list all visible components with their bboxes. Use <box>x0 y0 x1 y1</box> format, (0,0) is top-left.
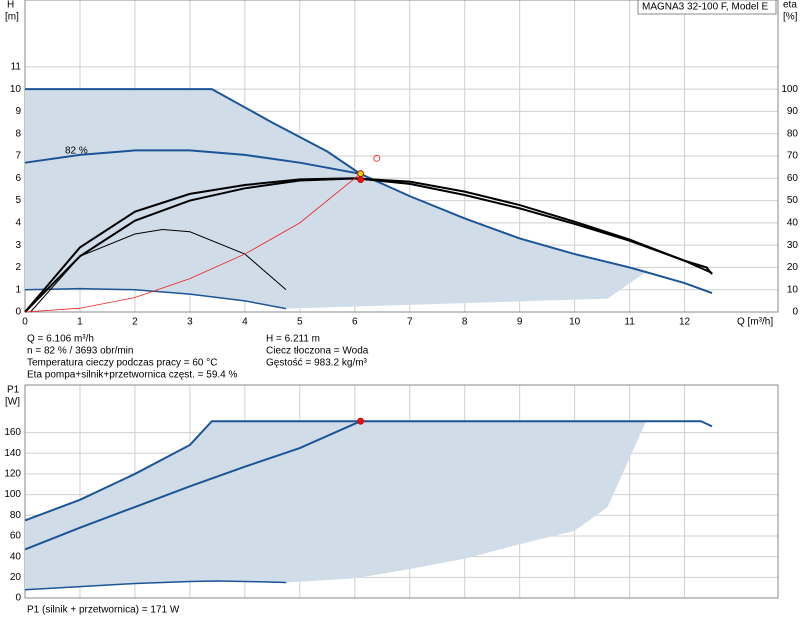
y2-tick-label: 0 <box>792 307 798 318</box>
y-tick-label: 2 <box>15 262 21 273</box>
info-line: Q = 6.106 m³/h <box>27 334 94 345</box>
x-tick-label: 5 <box>297 317 303 328</box>
info-line: H = 6.211 m <box>266 334 320 345</box>
y-axis-label: P1 <box>7 385 20 396</box>
y2-tick-label: 40 <box>787 217 799 228</box>
y-tick-label: 0 <box>15 593 21 604</box>
y-tick-label: 8 <box>15 128 21 139</box>
x-tick-label: 10 <box>569 317 581 328</box>
y2-tick-label: 60 <box>787 173 799 184</box>
info-line: n = 82 % / 3693 obr/min <box>27 346 133 357</box>
curve <box>24 173 361 313</box>
y2-axis-label: eta <box>783 0 797 11</box>
y-tick-label: 11 <box>11 61 22 72</box>
y2-axis-unit: [%] <box>783 12 798 23</box>
chart-title: MAGNA3 32-100 F, Model E <box>642 2 768 13</box>
y-tick-label: 7 <box>15 151 21 162</box>
y-tick-label: 140 <box>4 448 21 459</box>
x-axis-label: Q [m³/h] <box>737 317 773 328</box>
y-tick-label: 40 <box>10 551 22 562</box>
x-tick-label: 0 <box>22 317 28 328</box>
y-axis-unit: [W] <box>5 397 20 408</box>
curve <box>25 88 713 294</box>
y2-tick-label: 20 <box>787 262 799 273</box>
y2-tick-label: 100 <box>781 84 798 95</box>
x-tick-label: 8 <box>462 317 468 328</box>
curve <box>24 177 713 313</box>
y-tick-label: 1 <box>15 284 21 295</box>
x-tick-label: 1 <box>77 317 83 328</box>
y-tick-label: 20 <box>10 572 22 583</box>
y-tick-label: 120 <box>4 469 21 480</box>
curve <box>24 287 287 310</box>
annotation: 82 % <box>65 146 88 157</box>
x-tick-label: 12 <box>679 317 691 328</box>
info-line: P1 (silnik + przetwornica) = 171 W <box>27 605 180 616</box>
x-tick-label: 7 <box>407 317 413 328</box>
y-tick-label: 3 <box>15 240 21 251</box>
plot-frame <box>24 384 779 599</box>
y2-tick-label: 70 <box>787 151 799 162</box>
y-tick-label: 10 <box>10 84 22 95</box>
y-tick-label: 100 <box>4 489 21 500</box>
x-tick-label: 6 <box>352 317 358 328</box>
curve <box>24 177 713 313</box>
x-tick-label: 9 <box>517 317 523 328</box>
y2-tick-label: 10 <box>787 284 799 295</box>
operating-point <box>357 170 365 177</box>
y-axis-label: H <box>7 0 14 11</box>
y-tick-label: 6 <box>15 173 21 184</box>
info-line: Eta pompa+silnik+przetwornica częst. = 5… <box>27 370 237 381</box>
operating-point <box>357 417 365 425</box>
x-tick-label: 11 <box>624 317 635 328</box>
shaded-area <box>25 421 647 590</box>
x-tick-label: 4 <box>242 317 248 328</box>
info-line: Temperatura cieczy podczas pracy = 60 °C <box>27 358 217 369</box>
y-tick-label: 9 <box>15 106 21 117</box>
y-tick-label: 0 <box>15 307 21 318</box>
y-tick-label: 80 <box>10 510 22 521</box>
curve <box>24 580 287 591</box>
curve <box>24 420 713 522</box>
operating-point <box>373 154 381 162</box>
curve <box>24 420 362 551</box>
x-tick-label: 3 <box>187 317 193 328</box>
y-tick-label: 60 <box>10 531 22 542</box>
title-box <box>637 0 777 15</box>
y-tick-label: 5 <box>15 195 21 206</box>
y-axis-unit: [m] <box>5 12 19 23</box>
y-tick-label: 4 <box>15 217 21 228</box>
shaded-area <box>25 89 647 309</box>
y2-tick-label: 90 <box>787 106 799 117</box>
y2-tick-label: 30 <box>787 240 799 251</box>
y2-tick-label: 80 <box>787 128 799 139</box>
curve <box>24 149 361 175</box>
x-tick-label: 2 <box>132 317 138 328</box>
y-tick-label: 160 <box>4 427 21 438</box>
operating-point <box>357 176 365 184</box>
info-line: Ciecz tłoczona = Woda <box>266 346 369 357</box>
info-line: Gęstość = 983.2 kg/m³ <box>266 358 368 369</box>
y2-tick-label: 50 <box>787 195 799 206</box>
